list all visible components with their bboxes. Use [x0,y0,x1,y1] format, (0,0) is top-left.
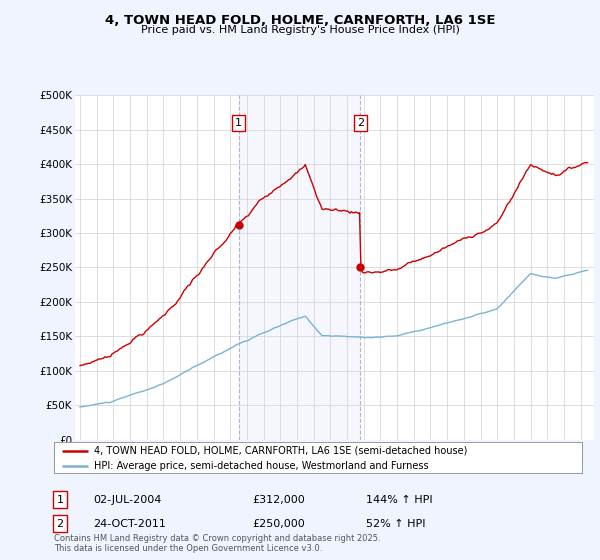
Text: Price paid vs. HM Land Registry's House Price Index (HPI): Price paid vs. HM Land Registry's House … [140,25,460,35]
Text: 1: 1 [235,118,242,128]
Text: 2: 2 [56,519,64,529]
Text: Contains HM Land Registry data © Crown copyright and database right 2025.
This d: Contains HM Land Registry data © Crown c… [54,534,380,553]
Text: 1: 1 [56,494,64,505]
Text: HPI: Average price, semi-detached house, Westmorland and Furness: HPI: Average price, semi-detached house,… [94,461,428,472]
Bar [239,95,361,440]
Text: £312,000: £312,000 [252,494,305,505]
Text: 144% ↑ HPI: 144% ↑ HPI [366,494,433,505]
Text: 4, TOWN HEAD FOLD, HOLME, CARNFORTH, LA6 1SE (semi-detached house): 4, TOWN HEAD FOLD, HOLME, CARNFORTH, LA6… [94,446,467,456]
Text: 52% ↑ HPI: 52% ↑ HPI [366,519,425,529]
Text: 24-OCT-2011: 24-OCT-2011 [93,519,166,529]
Text: 02-JUL-2004: 02-JUL-2004 [93,494,161,505]
Text: £250,000: £250,000 [252,519,305,529]
Text: 4, TOWN HEAD FOLD, HOLME, CARNFORTH, LA6 1SE: 4, TOWN HEAD FOLD, HOLME, CARNFORTH, LA6… [105,14,495,27]
Text: 2: 2 [357,118,364,128]
